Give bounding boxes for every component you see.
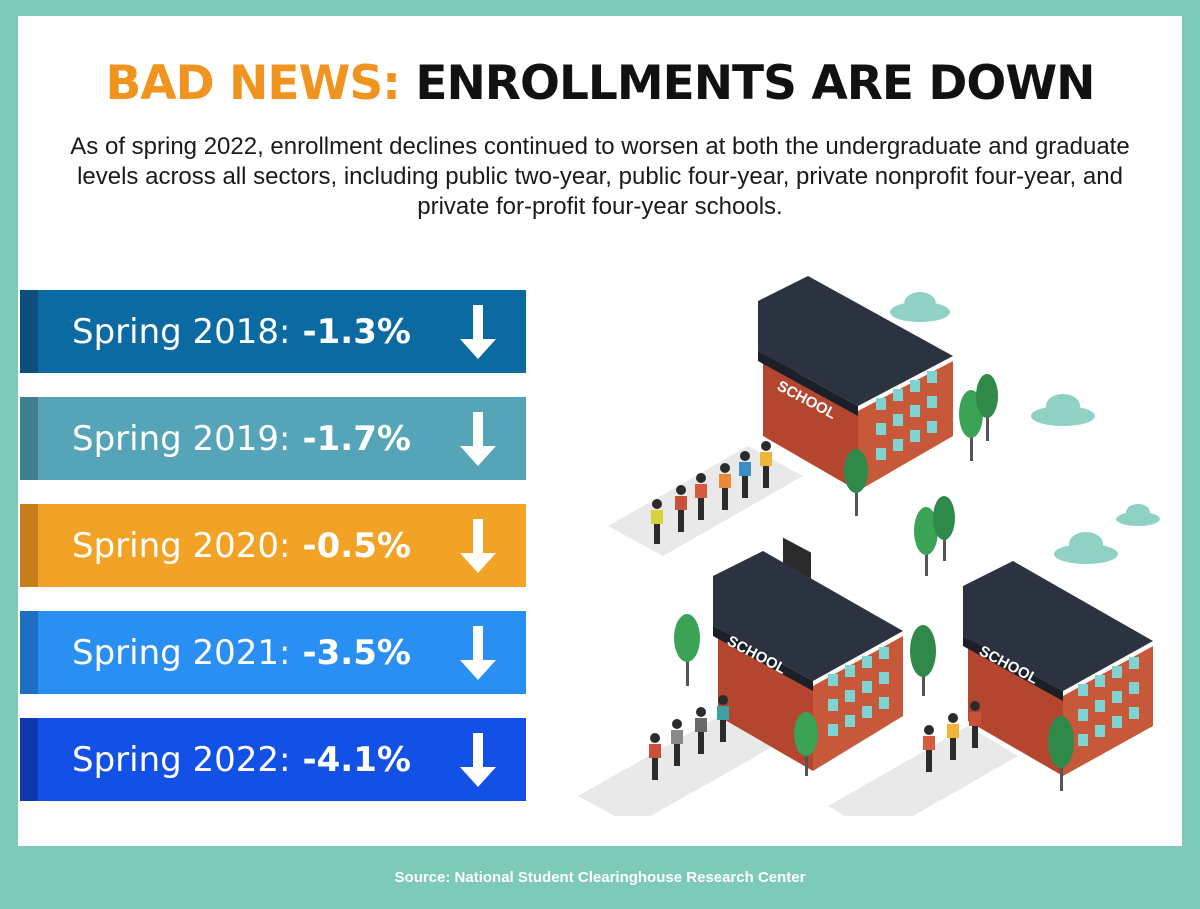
students-line (649, 695, 729, 780)
bar-year-label: Spring 2022: (72, 739, 291, 780)
infographic-card: BAD NEWS: ENROLLMENTS ARE DOWN As of spr… (18, 16, 1182, 846)
tree-icon (933, 496, 955, 561)
tree-icon (674, 614, 700, 686)
down-arrow-icon (460, 412, 496, 466)
bar-value: -3.5% (302, 632, 411, 673)
bar-value: -4.1% (302, 739, 411, 780)
intro-paragraph: As of spring 2022, enrollment declines c… (70, 133, 1130, 220)
bar-spring-2018: Spring 2018: -1.3% (20, 290, 526, 373)
bar-spring-2019: Spring 2019: -1.7% (20, 397, 526, 480)
bar-label: Spring 2019: -1.7% (72, 397, 411, 480)
bar-edge (20, 290, 38, 373)
bar-label: Spring 2020: -0.5% (72, 504, 411, 587)
tree-icon (794, 712, 818, 776)
bar-value: -1.3% (302, 311, 411, 352)
bar-spring-2022: Spring 2022: -4.1% (20, 718, 526, 801)
tree-icon (914, 507, 938, 576)
students-line (923, 701, 981, 772)
cloud-icon (1116, 504, 1160, 526)
schools-illustration: SCHOOL SCHOOL (578, 276, 1160, 816)
down-arrow-icon (460, 733, 496, 787)
bar-year-label: Spring 2021: (72, 632, 291, 673)
school-building: SCHOOL (713, 551, 903, 771)
school-building: SCHOOL (963, 561, 1153, 776)
walkway (578, 711, 783, 816)
bar-edge (20, 504, 38, 587)
cloud-icon (1054, 532, 1118, 564)
walkway (828, 726, 1018, 816)
tree-icon (844, 449, 868, 516)
down-arrow-icon (460, 305, 496, 359)
bar-value: -1.7% (302, 418, 411, 459)
bar-label: Spring 2022: -4.1% (72, 718, 411, 801)
tree-icon (1048, 716, 1074, 791)
source-credit: Source: National Student Clearinghouse R… (394, 869, 806, 886)
bar-year-label: Spring 2020: (72, 525, 291, 566)
down-arrow-icon (460, 626, 496, 680)
enrollment-bars: Spring 2018: -1.3% Spring 2019: -1.7% Sp… (20, 290, 526, 825)
tree-icon (976, 374, 998, 441)
bar-edge (20, 397, 38, 480)
bar-edge (20, 718, 38, 801)
school-building: SCHOOL (758, 276, 953, 598)
bar-spring-2020: Spring 2020: -0.5% (20, 504, 526, 587)
bar-year-label: Spring 2018: (72, 311, 291, 352)
students-line (651, 441, 772, 544)
cloud-icon (1031, 394, 1095, 426)
walkway (608, 446, 803, 556)
headline: BAD NEWS: ENROLLMENTS ARE DOWN (18, 56, 1182, 112)
bar-value: -0.5% (302, 525, 411, 566)
bar-label: Spring 2018: -1.3% (72, 290, 411, 373)
headline-main: ENROLLMENTS ARE DOWN (415, 56, 1095, 111)
down-arrow-icon (460, 519, 496, 573)
tree-icon (910, 625, 936, 696)
bar-year-label: Spring 2019: (72, 418, 291, 459)
bar-edge (20, 611, 38, 694)
cloud-icon (890, 292, 950, 322)
bar-label: Spring 2021: -3.5% (72, 611, 411, 694)
bar-spring-2021: Spring 2021: -3.5% (20, 611, 526, 694)
headline-accent: BAD NEWS: (105, 56, 401, 111)
